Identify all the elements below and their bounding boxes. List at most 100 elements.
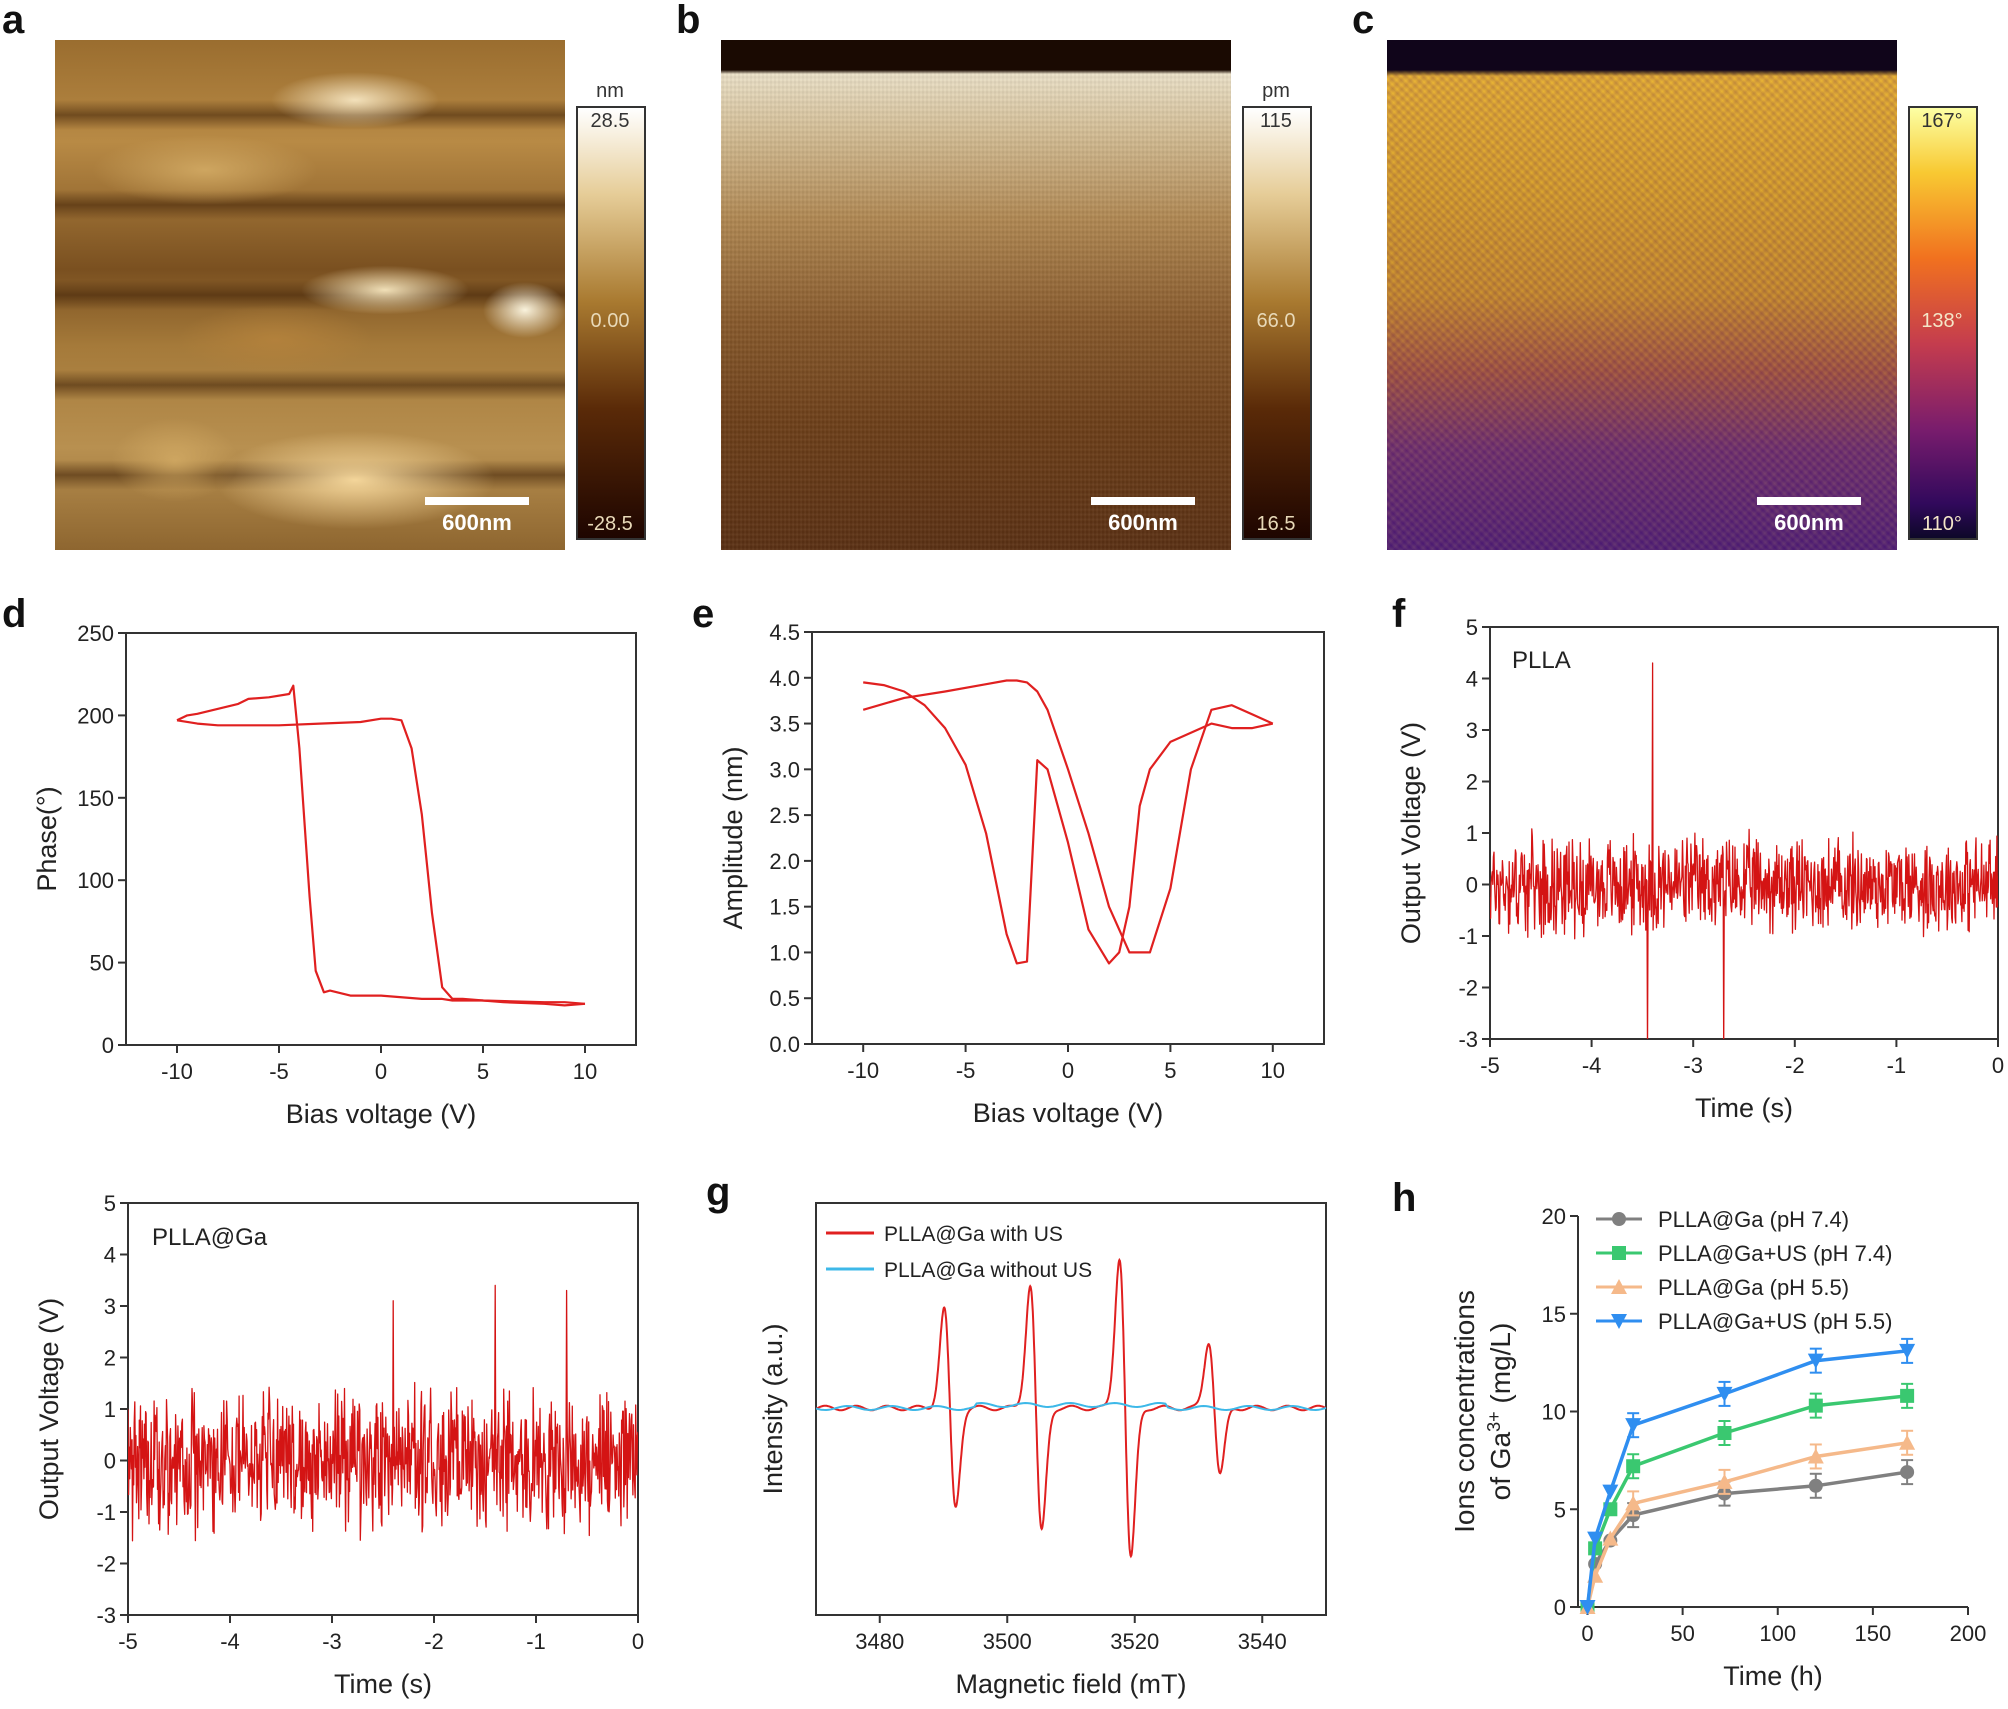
pfm-amplitude-image	[721, 40, 1231, 550]
y-tick-label: 2.0	[769, 849, 800, 874]
amplitude-loop-branch-1	[862, 679, 1274, 954]
plot-frame	[811, 631, 1325, 1045]
colorbar-b	[1242, 106, 1312, 540]
scale-bar-a	[425, 497, 529, 505]
legend-label: PLLA@Ga with US	[884, 1223, 1063, 1246]
x-tick-label: -5	[956, 1058, 976, 1083]
y-tick-label: -3	[1458, 1027, 1478, 1052]
x-tick-label: 0	[375, 1059, 387, 1084]
legend-label: PLLA@Ga+US (pH 7.4)	[1658, 1241, 1893, 1266]
data-marker	[1587, 1531, 1604, 1547]
y-tick-label: 1.0	[769, 940, 800, 965]
legend-label: PLLA@Ga (pH 7.4)	[1658, 1207, 1849, 1232]
y-tick-label: -2	[96, 1552, 116, 1577]
x-tick-label: 50	[1670, 1621, 1694, 1646]
data-marker	[1579, 1600, 1596, 1615]
colorbar-mid-c: 138°	[1921, 310, 1963, 332]
sample-label: PLLA@Ga	[152, 1224, 268, 1251]
x-tick-label: 3500	[983, 1629, 1032, 1654]
chart-e: -10 -5 0 5 10 0.0 0.5 1.0 1.5 2.0 2.5 3.0 3.5 4.0 4.5 B…	[718, 620, 1325, 1128]
legend-marker	[1612, 1246, 1626, 1260]
x-tick-label: -2	[1785, 1053, 1805, 1078]
legend-label: PLLA@Ga+US (pH 5.5)	[1658, 1309, 1893, 1334]
epr-with-us-line	[815, 1257, 1327, 1559]
x-tick-label: -5	[1480, 1053, 1500, 1078]
x-axis-title: Time (h)	[1723, 1661, 1823, 1691]
y-axis-title-line2: of Ga3+ (mg/L)	[1484, 1323, 1516, 1501]
colorbar-unit-b: pm	[1262, 80, 1290, 102]
voltage-trace	[128, 1284, 638, 1542]
x-tick-label: -1	[1887, 1053, 1907, 1078]
x-tick-label: 0	[1581, 1621, 1593, 1646]
epr-without-us-line	[815, 1401, 1327, 1412]
colorbar-unit-a: nm	[596, 80, 624, 102]
plot-frame	[1489, 626, 1999, 1040]
y-tick-label: 3	[104, 1294, 116, 1319]
x-axis-title: Magnetic field (mT)	[955, 1669, 1186, 1699]
x-tick-label: 0	[1062, 1058, 1074, 1083]
colorbar-min-a: -28.5	[587, 513, 633, 535]
chart-h: 0 50 100 150 200 0 5 10 15 20 Time (h) Ions concent…	[1449, 1204, 1986, 1691]
phase-loop-branch-2	[176, 717, 586, 1005]
y-tick-label: 250	[77, 621, 114, 646]
colorbar-max-b: 115	[1260, 110, 1292, 132]
legend-label: PLLA@Ga (pH 5.5)	[1658, 1275, 1849, 1300]
afm-topography-image	[55, 40, 565, 550]
x-tick-label: 3520	[1110, 1629, 1159, 1654]
sample-label: PLLA	[1512, 647, 1571, 674]
y-title-unit: (mg/L)	[1485, 1323, 1516, 1412]
y-tick-label: 4	[1466, 667, 1478, 692]
x-axis-title: Bias voltage (V)	[286, 1099, 477, 1129]
colorbar-mid-b: 66.0	[1256, 310, 1296, 332]
y-tick-label: -1	[1458, 924, 1478, 949]
y-tick-label: 0	[102, 1033, 114, 1058]
x-tick-label: 0	[632, 1629, 644, 1654]
colorbar-c	[1908, 106, 1978, 540]
y-tick-label: 10	[1542, 1400, 1566, 1425]
panel-letter-a: a	[2, 0, 25, 42]
chart-f2: -5 -4 -3 -2 -1 0 -3 -2 -1 0 1 2 3 4 5 Time (s) Output Vo…	[34, 1191, 644, 1699]
y-axis-title: Amplitude (nm)	[718, 746, 748, 929]
y-tick-label: 15	[1542, 1302, 1566, 1327]
x-tick-label: -5	[118, 1629, 138, 1654]
x-tick-label: 3540	[1238, 1629, 1287, 1654]
panel-letter-g: g	[706, 1170, 731, 1214]
colorbar-max-a: 28.5	[590, 110, 630, 132]
legend-marker	[1611, 1279, 1627, 1294]
scale-bar-label-b: 600nm	[1108, 510, 1178, 535]
y-tick-label: 0	[1466, 873, 1478, 898]
y-tick-label: 1	[104, 1397, 116, 1422]
y-title-superscript: 3+	[1484, 1411, 1504, 1432]
y-tick-label: 0	[104, 1449, 116, 1474]
colorbar-min-b: 16.5	[1256, 513, 1296, 535]
x-tick-label: 200	[1950, 1621, 1987, 1646]
x-tick-label: 0	[1992, 1053, 2004, 1078]
scale-bar-b	[1091, 497, 1195, 505]
scale-bar-c	[1757, 497, 1861, 505]
legend-label: PLLA@Ga without US	[884, 1259, 1092, 1282]
y-axis-title: Output Voltage (V)	[34, 1298, 64, 1520]
x-tick-label: -3	[1683, 1053, 1703, 1078]
phase-loop-branch-1	[176, 684, 586, 1007]
x-tick-label: -4	[1582, 1053, 1602, 1078]
y-tick-label: 2.5	[769, 803, 800, 828]
x-tick-label: 5	[1164, 1058, 1176, 1083]
y-tick-label: 3	[1466, 718, 1478, 743]
scale-bar-label-c: 600nm	[1774, 510, 1844, 535]
voltage-trace	[1490, 662, 1998, 1039]
x-tick-label: -5	[269, 1059, 289, 1084]
panel-letter-d: d	[2, 592, 27, 636]
chart-g: 3480 3500 3520 3540 Magnetic field (mT) Inten…	[758, 1202, 1327, 1699]
y-tick-label: 50	[90, 951, 114, 976]
y-tick-label: 20	[1542, 1204, 1566, 1229]
legend-marker	[1612, 1212, 1626, 1226]
x-tick-label: 10	[1261, 1058, 1285, 1083]
panel-letter-b: b	[676, 0, 701, 42]
y-tick-label: 2	[1466, 770, 1478, 795]
x-tick-label: -2	[424, 1629, 444, 1654]
y-tick-label: 100	[77, 868, 114, 893]
y-tick-label: 4.5	[769, 620, 800, 645]
x-tick-label: -3	[322, 1629, 342, 1654]
